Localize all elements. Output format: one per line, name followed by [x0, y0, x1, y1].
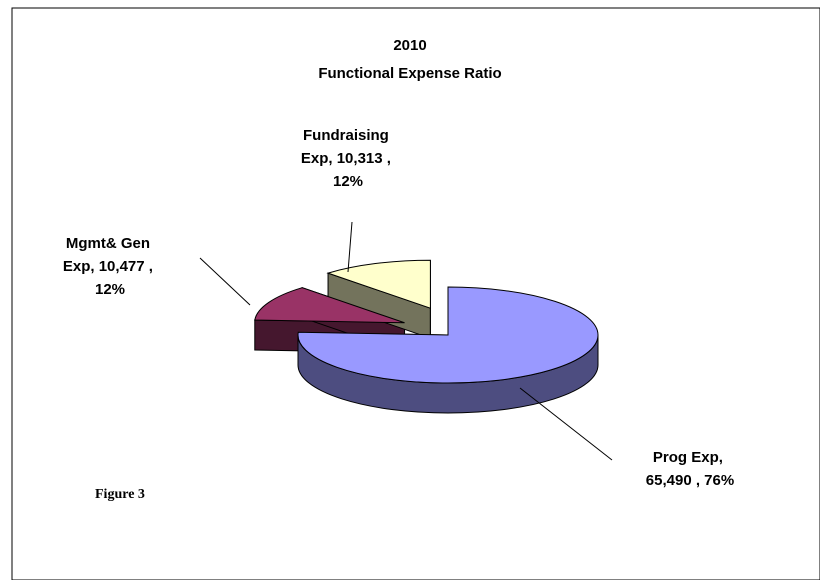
data-label: Prog Exp, 65,490 , 76% — [646, 449, 734, 489]
leader-line — [199, 257, 251, 306]
data-label: Fundraising Exp, 10,313 , 12% — [301, 127, 395, 190]
leader-line — [519, 387, 613, 461]
pie-slice — [254, 287, 405, 324]
chart-subtitle: Functional Expense Ratio — [318, 65, 501, 82]
pie-slice — [297, 286, 599, 384]
leader-line — [347, 221, 353, 273]
pie-slice — [326, 259, 431, 309]
chart-title: 2010 — [393, 37, 426, 54]
caption: Figure 3 — [95, 487, 145, 502]
data-label: Mgmt& Gen Exp, 10,477 , 12% — [63, 235, 157, 298]
